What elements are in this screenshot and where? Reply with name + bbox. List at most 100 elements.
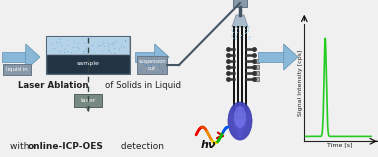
Point (64, 49, 70, 52)
Point (116, 48, 122, 51)
Point (113, 40, 119, 42)
Bar (254, 59, 259, 63)
Text: suspension
out: suspension out (138, 59, 166, 71)
Text: online-ICP-OES: online-ICP-OES (28, 142, 104, 151)
Point (74, 46, 80, 48)
Point (242, 32, 248, 35)
Point (64, 43, 70, 46)
Point (228, 35, 234, 38)
Point (242, 28, 248, 30)
Point (138, 69, 144, 71)
Point (89, 43, 95, 46)
Point (53, 41, 59, 44)
Point (232, 28, 238, 31)
Point (106, 49, 112, 51)
Point (246, 36, 252, 39)
Point (105, 45, 112, 47)
Point (83, 51, 89, 54)
Point (243, 29, 249, 31)
Point (228, 28, 234, 30)
Point (107, 43, 113, 46)
Point (230, 36, 236, 39)
Point (153, 58, 159, 61)
Point (160, 70, 166, 72)
Point (109, 42, 115, 45)
Point (140, 62, 146, 64)
Point (229, 28, 235, 31)
Point (229, 35, 235, 38)
Bar (46, 36, 130, 74)
Point (99, 50, 105, 52)
Point (147, 63, 153, 65)
Bar (3, 64, 31, 75)
Point (101, 45, 107, 48)
Point (75, 42, 81, 44)
Point (71, 40, 77, 42)
Y-axis label: Signal Intensity [cps]: Signal Intensity [cps] (298, 49, 303, 116)
Point (229, 30, 235, 32)
Point (107, 51, 113, 53)
Point (81, 42, 87, 45)
Point (156, 62, 162, 65)
Bar (47, 37, 129, 54)
Point (149, 61, 155, 64)
Point (51, 47, 57, 50)
Point (147, 65, 153, 67)
Point (56, 50, 62, 52)
Point (56, 41, 62, 43)
Point (80, 49, 86, 52)
Bar (74, 94, 102, 107)
Point (98, 44, 104, 47)
Point (238, 33, 244, 36)
Point (141, 64, 147, 67)
Point (233, 36, 239, 38)
Ellipse shape (234, 106, 246, 128)
Text: of Solids in Liquid: of Solids in Liquid (105, 81, 181, 89)
Polygon shape (86, 107, 90, 111)
Bar (254, 65, 259, 69)
Point (240, 34, 246, 36)
Point (138, 60, 144, 62)
Point (230, 31, 236, 33)
Point (57, 37, 63, 40)
Polygon shape (155, 44, 169, 70)
Point (68, 50, 74, 53)
Point (161, 66, 167, 68)
Point (233, 35, 239, 37)
Point (104, 42, 110, 44)
Point (144, 58, 150, 60)
Point (243, 24, 249, 27)
Point (151, 63, 157, 65)
Point (245, 36, 251, 38)
Point (151, 60, 157, 62)
Bar (47, 55, 129, 73)
Bar (135, 51, 155, 62)
X-axis label: Time [s]: Time [s] (327, 143, 352, 148)
Text: hν: hν (200, 140, 216, 150)
Point (118, 45, 124, 47)
Point (96, 43, 102, 46)
Point (139, 61, 145, 63)
Point (121, 46, 127, 48)
Point (83, 45, 89, 47)
Point (234, 31, 240, 33)
Point (152, 70, 158, 73)
Point (247, 35, 253, 38)
Point (105, 49, 111, 51)
Bar (137, 56, 167, 74)
Point (232, 37, 238, 40)
Point (110, 51, 116, 54)
Point (81, 50, 87, 53)
Point (156, 66, 162, 69)
Point (243, 31, 249, 33)
Point (158, 67, 164, 70)
Point (245, 27, 251, 29)
Text: sample: sample (77, 62, 99, 67)
Bar (254, 71, 259, 75)
Polygon shape (26, 44, 40, 70)
Point (70, 46, 76, 49)
Point (242, 24, 248, 27)
Text: Laser Ablation: Laser Ablation (18, 81, 88, 89)
Point (148, 57, 154, 60)
Point (233, 25, 239, 27)
